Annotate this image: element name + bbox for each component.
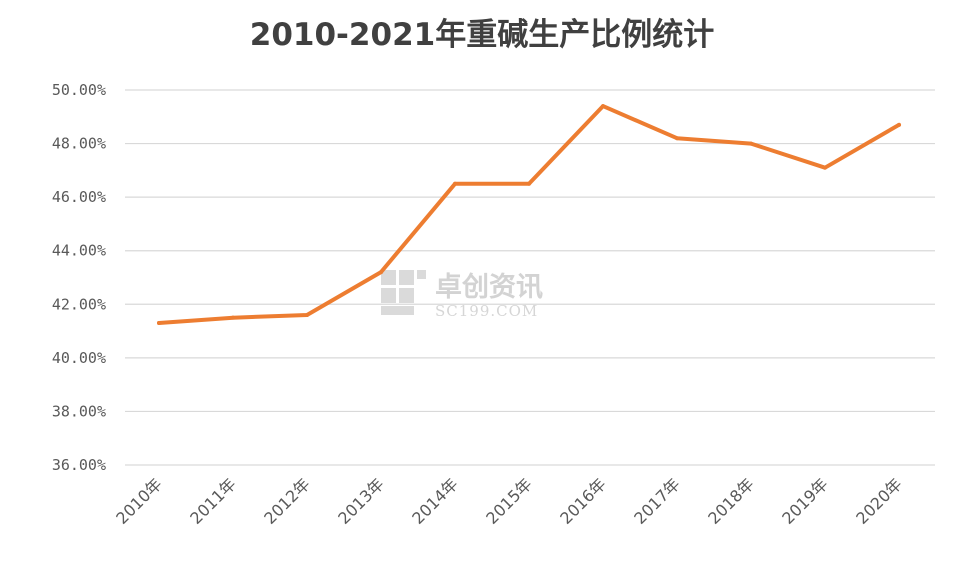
watermark-text-en: SC199.COM bbox=[435, 302, 538, 320]
x-tick-label: 2014年 bbox=[408, 474, 462, 528]
y-tick-label: 44.00% bbox=[52, 242, 106, 260]
x-tick-label: 2015年 bbox=[482, 474, 536, 528]
x-tick-label: 2019年 bbox=[778, 474, 832, 528]
data-point bbox=[897, 122, 901, 127]
x-tick-label: 2020年 bbox=[852, 474, 906, 528]
data-point bbox=[305, 313, 309, 317]
data-point bbox=[231, 315, 235, 320]
series-group bbox=[157, 104, 901, 326]
data-point bbox=[157, 321, 161, 326]
data-point bbox=[601, 104, 605, 109]
y-tick-label: 42.00% bbox=[52, 295, 106, 313]
data-point bbox=[823, 165, 827, 170]
y-axis-ticks: 36.00% 38.00% 40.00% 42.00% 44.00% 46.00% 48.0… bbox=[52, 81, 106, 474]
data-point bbox=[675, 136, 679, 141]
x-tick-label: 2013年 bbox=[334, 474, 388, 528]
chart-title: 2010-2021年重碱生产比例统计 bbox=[250, 17, 714, 53]
y-tick-label: 40.00% bbox=[52, 349, 106, 367]
data-point bbox=[527, 181, 531, 186]
y-tick-label: 48.00% bbox=[52, 135, 106, 153]
data-point bbox=[379, 270, 383, 275]
y-tick-label: 36.00% bbox=[52, 456, 106, 474]
y-tick-label: 38.00% bbox=[52, 402, 106, 420]
gridlines bbox=[125, 89, 935, 466]
y-tick-label: 46.00% bbox=[52, 188, 106, 206]
x-tick-label: 2010年 bbox=[112, 474, 166, 528]
x-tick-label: 2012年 bbox=[260, 474, 314, 528]
data-point bbox=[453, 181, 457, 186]
x-tick-label: 2017年 bbox=[630, 474, 684, 528]
x-tick-label: 2016年 bbox=[556, 474, 610, 528]
x-tick-label: 2018年 bbox=[704, 474, 758, 528]
x-tick-label: 2011年 bbox=[186, 474, 240, 528]
data-point bbox=[749, 141, 753, 146]
watermark: 卓创资讯 SC199.COM bbox=[381, 270, 543, 320]
y-tick-label: 50.00% bbox=[52, 81, 106, 99]
x-axis-ticks: 2010年 2011年 2012年 2013年 2014年 2015年 2016年 2017年… bbox=[112, 474, 906, 528]
watermark-text-cn: 卓创资讯 bbox=[435, 272, 543, 303]
watermark-logo-icon bbox=[381, 270, 426, 315]
